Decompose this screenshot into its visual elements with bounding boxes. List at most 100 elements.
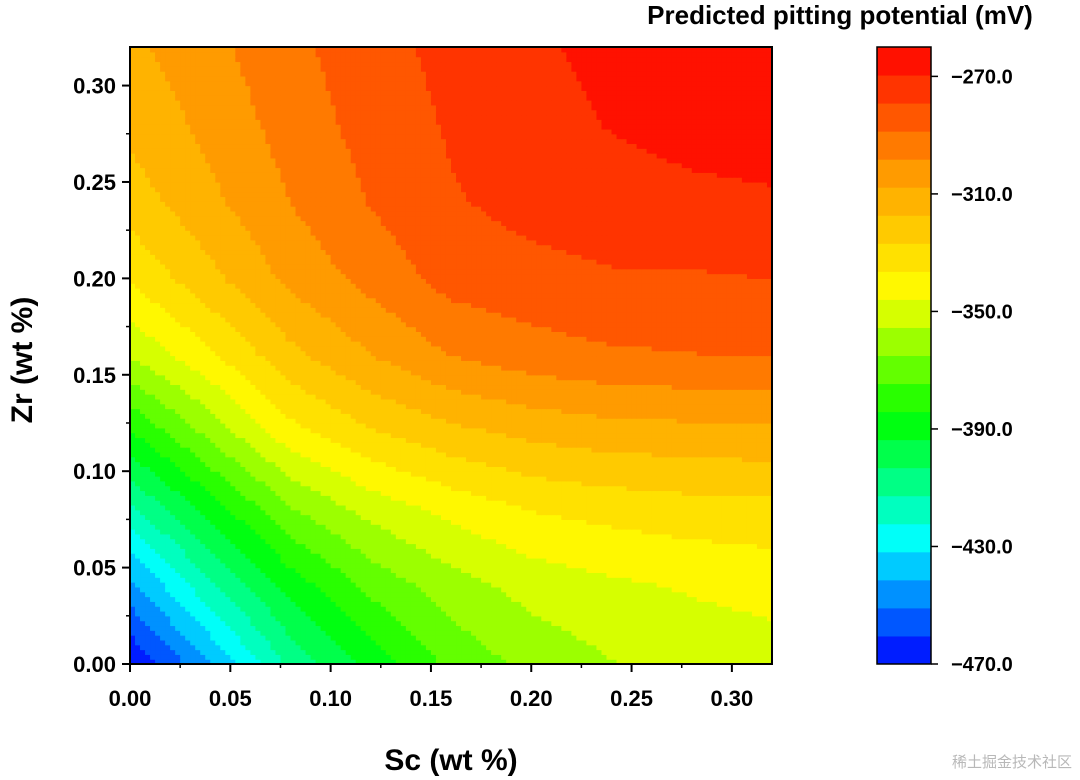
contour-cell — [240, 514, 246, 520]
contour-cell — [385, 533, 392, 540]
contour-cell — [220, 591, 226, 598]
contour-cell — [521, 504, 527, 511]
contour-cell — [556, 519, 562, 525]
contour-cell — [175, 596, 181, 602]
contour-cell — [445, 529, 452, 535]
contour-cell — [451, 543, 457, 549]
contour-cell — [696, 596, 703, 602]
contour-cell — [365, 649, 372, 655]
contour-cell — [215, 577, 221, 583]
contour-cell — [766, 567, 772, 574]
contour-cell — [571, 500, 577, 506]
contour-cell — [766, 630, 772, 636]
contour-cell — [546, 615, 552, 622]
contour-cell — [295, 533, 302, 540]
contour-cell — [716, 529, 723, 535]
contour-cell — [230, 615, 236, 622]
contour-cell — [180, 557, 186, 564]
contour-cell — [666, 553, 673, 559]
contour-cell — [611, 548, 618, 554]
contour-cell — [410, 562, 417, 569]
contour-cell — [491, 586, 497, 593]
contour-cell — [225, 582, 231, 588]
contour-cell — [325, 586, 332, 593]
contour-cell — [696, 615, 703, 622]
contour-cell — [265, 601, 272, 607]
contour-cell — [420, 649, 427, 655]
contour-cell — [721, 519, 728, 525]
contour-cell — [145, 476, 151, 482]
contour-cell — [235, 500, 241, 506]
contour-cell — [310, 591, 317, 598]
contour-cell — [370, 480, 377, 487]
contour-cell — [511, 620, 517, 627]
contour-cell — [235, 548, 241, 554]
contour-cell — [466, 509, 472, 516]
contour-cell — [220, 610, 226, 617]
contour-cell — [255, 562, 262, 569]
contour-cell — [596, 615, 603, 622]
contour-cell — [691, 591, 698, 598]
contour-cell — [521, 529, 527, 535]
contour-cell — [385, 529, 392, 535]
contour-cell — [536, 548, 542, 554]
contour-cell — [611, 538, 618, 545]
contour-cell — [335, 615, 342, 622]
contour-cell — [395, 480, 402, 487]
contour-cell — [350, 562, 357, 569]
contour-cell — [175, 635, 181, 641]
contour-cell — [395, 577, 402, 583]
contour-cell — [395, 567, 402, 574]
contour-cell — [230, 533, 236, 540]
contour-cell — [581, 577, 588, 583]
contour-cell — [651, 524, 658, 530]
contour-cell — [170, 654, 176, 660]
contour-cell — [150, 538, 156, 545]
contour-cell — [215, 533, 221, 540]
contour-cell — [380, 476, 387, 482]
contour-cell — [275, 630, 282, 636]
contour-cell — [205, 519, 211, 525]
contour-cell — [405, 591, 412, 598]
contour-cell — [195, 485, 201, 492]
contour-cell — [340, 529, 347, 535]
contour-cell — [305, 514, 312, 520]
contour-cell — [415, 524, 422, 530]
contour-cell — [320, 630, 327, 636]
contour-cell — [130, 644, 136, 651]
contour-cell — [666, 582, 673, 588]
contour-cell — [175, 606, 181, 612]
contour-cell — [531, 567, 537, 574]
contour-cell — [210, 591, 216, 598]
contour-cell — [330, 577, 337, 583]
contour-cell — [461, 548, 467, 554]
contour-cell — [746, 509, 753, 516]
contour-cell — [140, 582, 146, 588]
contour-cell — [405, 615, 412, 622]
contour-cell — [205, 543, 211, 549]
contour-cell — [526, 620, 532, 627]
contour-cell — [345, 533, 352, 540]
contour-cell — [155, 577, 161, 583]
contour-cell — [686, 610, 693, 617]
contour-cell — [556, 615, 562, 622]
contour-cell — [430, 610, 437, 617]
contour-cell — [621, 649, 628, 655]
contour-cell — [210, 615, 216, 622]
contour-cell — [325, 639, 332, 646]
contour-cell — [150, 601, 156, 607]
contour-cell — [511, 639, 517, 646]
contour-cell — [430, 476, 437, 482]
contour-cell — [721, 480, 728, 487]
contour-cell — [365, 524, 372, 530]
contour-cell — [736, 562, 743, 569]
contour-cell — [280, 625, 287, 631]
contour-cell — [345, 485, 352, 492]
contour-cell — [285, 529, 292, 535]
contour-cell — [380, 577, 387, 583]
contour-cell — [135, 606, 141, 612]
contour-cell — [746, 548, 753, 554]
contour-cell — [761, 495, 768, 501]
contour-cell — [666, 557, 673, 564]
contour-cell — [636, 586, 643, 593]
